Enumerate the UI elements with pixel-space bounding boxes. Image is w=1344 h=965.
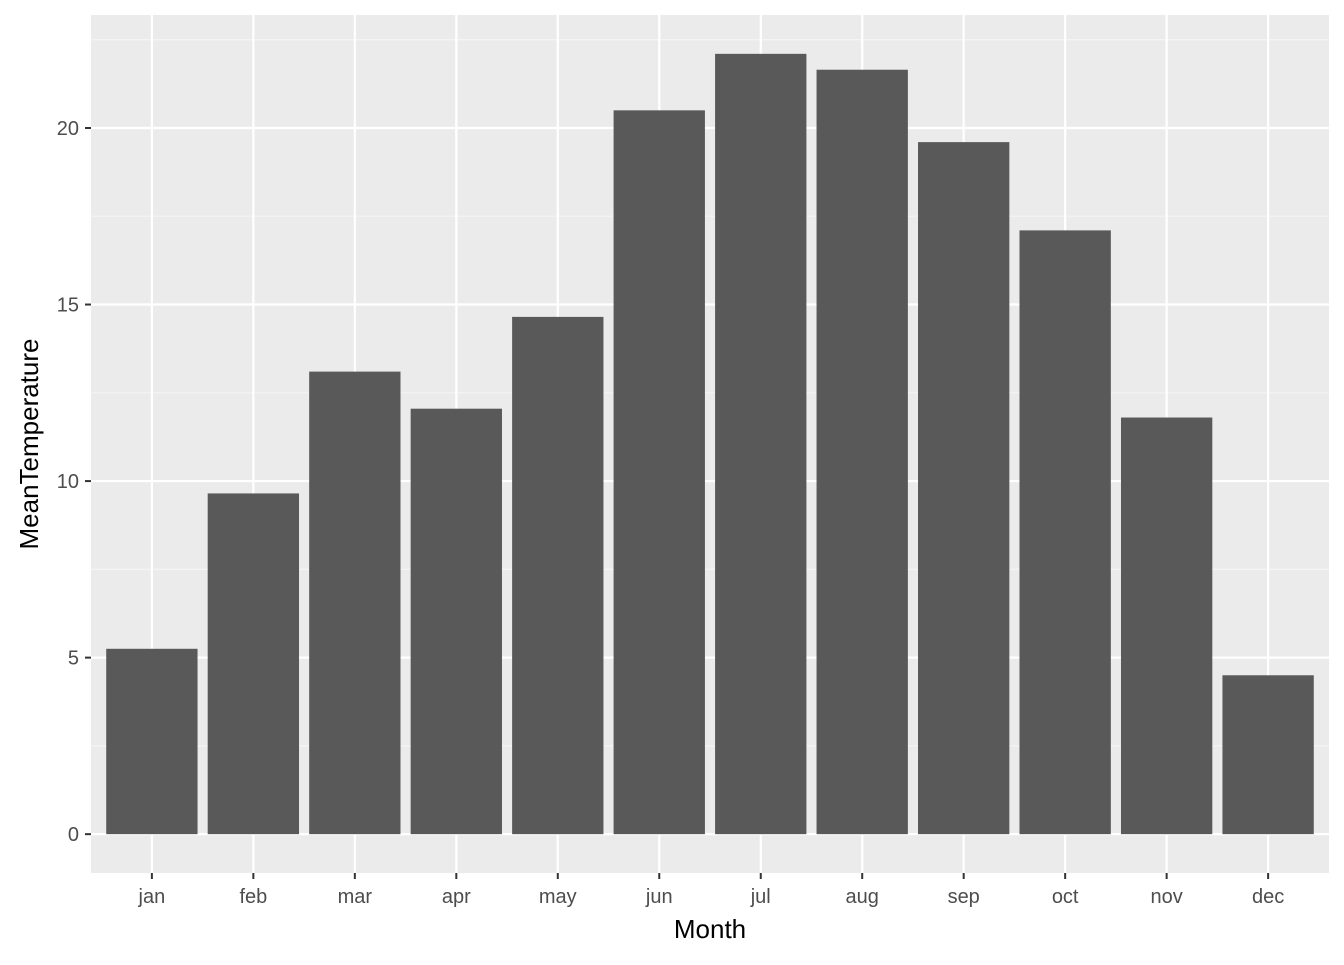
x-tick-label-may: may — [539, 886, 577, 908]
x-tick-label-nov: nov — [1151, 886, 1183, 908]
y-tick-label: 20 — [57, 118, 79, 140]
x-tick-label-jul: jul — [750, 886, 771, 908]
x-tick-label-sep: sep — [948, 886, 980, 908]
bar-apr — [410, 408, 502, 835]
bars — [106, 53, 1314, 835]
x-tick-label-apr: apr — [442, 886, 471, 908]
y-tick-label: 0 — [68, 824, 79, 846]
bar-may — [512, 316, 604, 835]
bar-nov — [1120, 417, 1213, 835]
bar-mar — [309, 371, 401, 835]
y-axis: 0 5 10 15 20 — [57, 118, 91, 846]
x-axis-title: Month — [674, 914, 746, 944]
bar-jun — [613, 110, 705, 835]
bar-feb — [207, 493, 300, 835]
bar-sep — [918, 142, 1010, 835]
x-tick-label-jan: jan — [138, 886, 166, 908]
x-tick-label-feb: feb — [239, 886, 267, 908]
x-tick-label-oct: oct — [1052, 886, 1079, 908]
bar-oct — [1019, 230, 1111, 835]
x-tick-label-aug: aug — [846, 886, 879, 908]
x-tick-label-dec: dec — [1252, 886, 1284, 908]
x-axis: jan feb mar apr may jun jul aug sep oct nov dec — [138, 873, 1284, 908]
y-tick-label: 15 — [57, 295, 79, 317]
x-tick-label-mar: mar — [338, 886, 373, 908]
bar-aug — [816, 69, 908, 835]
bar-jul — [715, 53, 807, 835]
y-axis-title: MeanTemperature — [14, 339, 44, 550]
bar-jan — [106, 648, 198, 835]
bar-dec — [1222, 675, 1314, 835]
y-tick-label: 5 — [68, 648, 79, 670]
y-tick-label: 10 — [57, 471, 79, 493]
x-tick-label-jun: jun — [645, 886, 673, 908]
